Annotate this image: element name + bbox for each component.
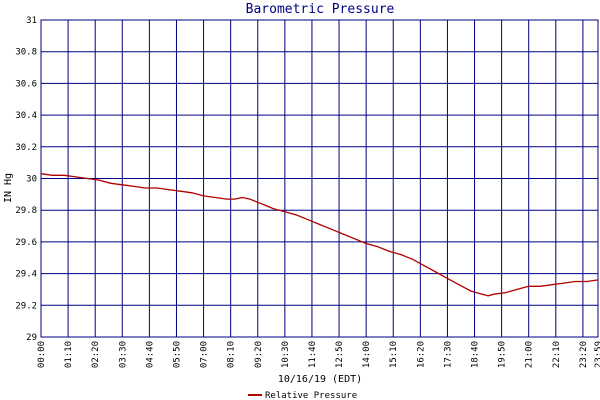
y-tick-label: 29 bbox=[26, 333, 37, 343]
data-point bbox=[121, 184, 123, 186]
data-point bbox=[400, 253, 402, 256]
x-tick-label: 19:50 bbox=[498, 341, 508, 368]
data-point bbox=[446, 277, 449, 279]
data-point bbox=[284, 211, 286, 213]
series-line-relative-pressure bbox=[40, 173, 599, 297]
y-tick-label: 29.4 bbox=[15, 270, 37, 280]
data-point bbox=[319, 223, 321, 226]
y-tick-label: 30.4 bbox=[15, 111, 37, 121]
data-point bbox=[75, 176, 77, 178]
series-layer bbox=[40, 173, 599, 297]
data-point bbox=[470, 290, 472, 292]
data-point bbox=[388, 250, 390, 253]
x-tick-label: 18:40 bbox=[471, 341, 481, 368]
data-point bbox=[597, 279, 599, 281]
data-point bbox=[551, 284, 553, 286]
x-tick-label: 02:20 bbox=[91, 341, 101, 368]
x-tick-label: 00:00 bbox=[37, 341, 47, 368]
data-point bbox=[562, 282, 565, 284]
data-point bbox=[249, 198, 251, 200]
x-tick-label: 08:10 bbox=[227, 341, 237, 368]
data-point bbox=[435, 271, 437, 273]
data-point bbox=[528, 285, 530, 287]
data-point bbox=[458, 284, 460, 286]
x-tick-label: 23:20 bbox=[579, 341, 589, 368]
data-point bbox=[377, 246, 379, 248]
data-point bbox=[110, 182, 112, 184]
x-tick-label: 01:10 bbox=[64, 341, 74, 368]
x-tick-label: 05:50 bbox=[172, 341, 182, 368]
x-tick-label: 16:20 bbox=[416, 341, 426, 368]
chart-title: Barometric Pressure bbox=[246, 2, 395, 17]
y-axis-label: IN Hg bbox=[3, 173, 14, 203]
data-point bbox=[423, 265, 425, 267]
data-point bbox=[586, 280, 588, 283]
data-point bbox=[168, 188, 170, 191]
x-tick-label: 21:00 bbox=[525, 341, 535, 368]
data-point bbox=[179, 190, 181, 192]
x-tick-label: 17:30 bbox=[443, 341, 453, 368]
data-point bbox=[52, 174, 54, 176]
data-point bbox=[516, 288, 518, 291]
x-axis-ticks: 00:00 01:10 02:20 03:30 04:40 05:50 07:00 08:10… bbox=[37, 341, 600, 368]
y-tick-label: 29.8 bbox=[15, 206, 37, 216]
data-point bbox=[241, 196, 243, 199]
data-point bbox=[307, 219, 309, 221]
data-point bbox=[98, 179, 100, 181]
data-point bbox=[144, 187, 147, 189]
data-point bbox=[411, 258, 414, 260]
x-tick-label: 22:10 bbox=[552, 341, 562, 368]
data-point bbox=[40, 173, 42, 175]
data-point bbox=[202, 195, 205, 197]
data-point bbox=[264, 204, 267, 207]
data-point bbox=[487, 295, 489, 297]
data-point bbox=[156, 187, 158, 189]
x-tick-label: 11:40 bbox=[308, 341, 318, 368]
data-point bbox=[330, 228, 332, 230]
data-point bbox=[295, 214, 298, 216]
x-tick-label: 10:30 bbox=[281, 341, 291, 368]
data-point bbox=[539, 285, 541, 287]
data-point bbox=[493, 293, 495, 295]
data-point bbox=[133, 185, 135, 188]
y-tick-label: 29.2 bbox=[15, 301, 37, 311]
data-point bbox=[226, 198, 228, 200]
y-tick-label: 30.8 bbox=[15, 48, 37, 58]
y-tick-label: 30.6 bbox=[15, 79, 37, 89]
data-point bbox=[504, 292, 507, 294]
data-point bbox=[214, 196, 216, 199]
data-point bbox=[342, 233, 344, 235]
data-point bbox=[365, 242, 367, 245]
grid bbox=[40, 19, 599, 338]
legend-label: Relative Pressure bbox=[265, 391, 357, 400]
x-tick-label: 03:30 bbox=[118, 341, 128, 368]
y-tick-label: 30.2 bbox=[15, 143, 37, 153]
data-point bbox=[353, 238, 356, 240]
data-point bbox=[481, 293, 483, 295]
x-tick-label: 14:00 bbox=[362, 341, 372, 368]
x-tick-label: 12:50 bbox=[335, 341, 345, 368]
data-point bbox=[63, 174, 65, 176]
x-axis-label: 10/16/19 (EDT) bbox=[278, 374, 362, 385]
data-point bbox=[86, 177, 89, 180]
x-tick-label: 07:00 bbox=[200, 341, 210, 368]
x-tick-label: 04:40 bbox=[145, 341, 155, 368]
data-point bbox=[257, 201, 259, 203]
x-tick-label: 23:59 bbox=[594, 341, 600, 368]
y-tick-label: 29.6 bbox=[15, 238, 37, 248]
data-point bbox=[272, 208, 274, 210]
y-axis-ticks: 29 29.2 29.4 29.6 29.8 30 30.2 30.4 30.6 30.8 31 bbox=[15, 16, 37, 343]
y-tick-label: 30 bbox=[26, 175, 37, 185]
data-point bbox=[233, 198, 236, 200]
y-tick-label: 31 bbox=[26, 16, 37, 26]
x-tick-label: 15:10 bbox=[389, 341, 399, 368]
x-tick-label: 09:20 bbox=[254, 341, 264, 368]
data-point bbox=[574, 280, 576, 283]
data-point bbox=[191, 192, 193, 194]
